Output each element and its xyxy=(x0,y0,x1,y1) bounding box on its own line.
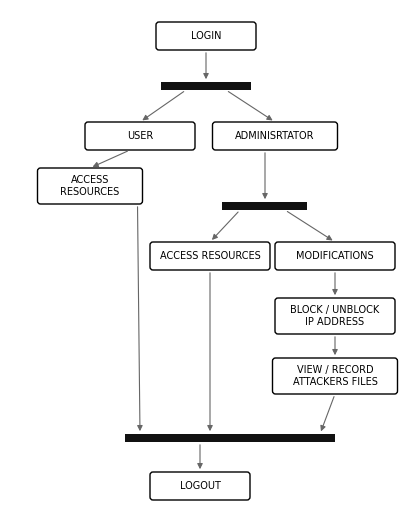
FancyBboxPatch shape xyxy=(37,168,143,204)
Text: ACCESS RESOURCES: ACCESS RESOURCES xyxy=(159,251,260,261)
FancyBboxPatch shape xyxy=(275,242,395,270)
Text: ACCESS
RESOURCES: ACCESS RESOURCES xyxy=(61,175,119,197)
Text: VIEW / RECORD
ATTACKERS FILES: VIEW / RECORD ATTACKERS FILES xyxy=(293,365,377,387)
FancyBboxPatch shape xyxy=(161,82,251,90)
FancyBboxPatch shape xyxy=(85,122,195,150)
FancyBboxPatch shape xyxy=(272,358,398,394)
Text: LOGOUT: LOGOUT xyxy=(180,481,220,491)
Text: MODIFICATIONS: MODIFICATIONS xyxy=(296,251,374,261)
Text: USER: USER xyxy=(127,131,153,141)
FancyBboxPatch shape xyxy=(150,472,250,500)
Text: ADMINISRTATOR: ADMINISRTATOR xyxy=(235,131,315,141)
Text: BLOCK / UNBLOCK
IP ADDRESS: BLOCK / UNBLOCK IP ADDRESS xyxy=(290,305,379,327)
FancyBboxPatch shape xyxy=(213,122,337,150)
FancyBboxPatch shape xyxy=(275,298,395,334)
FancyBboxPatch shape xyxy=(156,22,256,50)
FancyBboxPatch shape xyxy=(222,202,307,210)
FancyBboxPatch shape xyxy=(125,434,335,442)
Text: LOGIN: LOGIN xyxy=(191,31,221,41)
FancyBboxPatch shape xyxy=(150,242,270,270)
